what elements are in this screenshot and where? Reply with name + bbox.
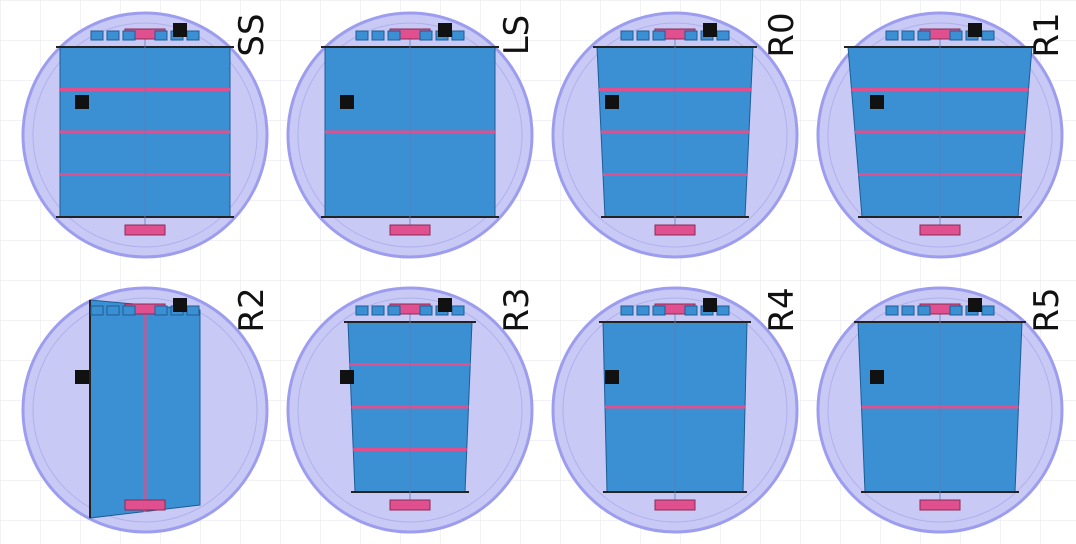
test-structure xyxy=(950,306,962,315)
alignment-mark xyxy=(703,23,717,37)
test-structure xyxy=(107,31,119,40)
wafer-figure: SS LS R0 R1 R2 R3 R4 R5 xyxy=(0,0,1076,544)
test-structure xyxy=(452,306,464,315)
pad xyxy=(390,500,430,510)
pad xyxy=(920,500,960,510)
test-structure xyxy=(187,306,199,315)
test-structure xyxy=(982,31,994,40)
alignment-mark xyxy=(703,298,717,312)
alignment-mark xyxy=(75,370,89,384)
pad xyxy=(125,500,165,510)
wafer-label: R2 xyxy=(232,287,272,332)
alignment-mark xyxy=(173,23,187,37)
alignment-mark xyxy=(968,23,982,37)
wafer-label: LS xyxy=(497,15,537,56)
alignment-mark xyxy=(870,370,884,384)
test-structure xyxy=(123,306,135,315)
test-structure xyxy=(637,306,649,315)
test-structure xyxy=(918,31,930,40)
test-structure xyxy=(91,306,103,315)
test-structure xyxy=(637,31,649,40)
test-structure xyxy=(653,306,665,315)
test-structure xyxy=(356,31,368,40)
test-structure xyxy=(155,306,167,315)
pad xyxy=(125,225,165,235)
test-structure xyxy=(685,306,697,315)
test-structure xyxy=(155,31,167,40)
pad xyxy=(390,225,430,235)
pad xyxy=(655,225,695,235)
wafer-label: R4 xyxy=(762,287,802,332)
alignment-mark xyxy=(438,23,452,37)
test-structure xyxy=(452,31,464,40)
test-structure xyxy=(123,31,135,40)
alignment-mark xyxy=(968,298,982,312)
test-structure xyxy=(717,31,729,40)
test-structure xyxy=(420,306,432,315)
test-structure xyxy=(950,31,962,40)
wafer-label: R3 xyxy=(497,287,537,332)
test-structure xyxy=(621,306,633,315)
test-structure xyxy=(388,306,400,315)
test-structure xyxy=(621,31,633,40)
test-structure xyxy=(372,31,384,40)
test-structure xyxy=(886,306,898,315)
alignment-mark xyxy=(340,95,354,109)
test-structure xyxy=(420,31,432,40)
wafer-label: R1 xyxy=(1027,12,1067,57)
test-structure xyxy=(982,306,994,315)
test-structure xyxy=(356,306,368,315)
pad xyxy=(920,225,960,235)
test-structure xyxy=(187,31,199,40)
wafer-label: SS xyxy=(232,13,272,56)
alignment-mark xyxy=(340,370,354,384)
test-structure xyxy=(685,31,697,40)
alignment-mark xyxy=(605,95,619,109)
alignment-mark xyxy=(75,95,89,109)
pad xyxy=(655,500,695,510)
wafer-label: R0 xyxy=(762,12,802,57)
alignment-mark xyxy=(605,370,619,384)
test-structure xyxy=(902,31,914,40)
alignment-mark xyxy=(173,298,187,312)
test-structure xyxy=(886,31,898,40)
wafer-label: R5 xyxy=(1027,287,1067,332)
alignment-mark xyxy=(438,298,452,312)
test-structure xyxy=(372,306,384,315)
test-structure xyxy=(717,306,729,315)
test-structure xyxy=(107,306,119,315)
test-structure xyxy=(653,31,665,40)
test-structure xyxy=(388,31,400,40)
test-structure xyxy=(918,306,930,315)
test-structure xyxy=(91,31,103,40)
test-structure xyxy=(902,306,914,315)
alignment-mark xyxy=(870,95,884,109)
